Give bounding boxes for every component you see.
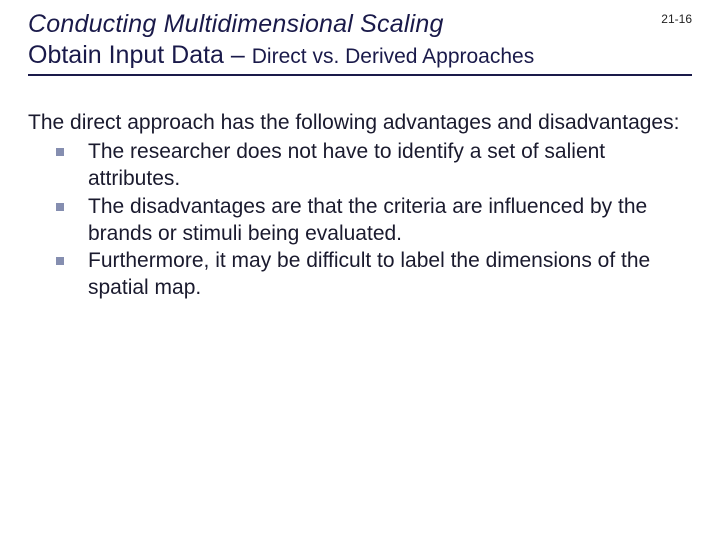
bullet-text: The disadvantages are that the criteria …: [88, 195, 647, 245]
subtitle-lead: Obtain Input Data –: [28, 41, 252, 69]
list-item: The researcher does not have to identify…: [56, 139, 692, 193]
header-row: Conducting Multidimensional Scaling 21-1…: [28, 10, 692, 39]
subtitle-tail: Direct vs. Derived Approaches: [252, 45, 534, 68]
list-item: The disadvantages are that the criteria …: [56, 194, 692, 248]
slide-title: Conducting Multidimensional Scaling: [28, 10, 444, 39]
bullet-list: The researcher does not have to identify…: [28, 139, 692, 302]
bullet-text: Furthermore, it may be difficult to labe…: [88, 249, 650, 299]
page-number: 21-16: [661, 10, 692, 26]
list-item: Furthermore, it may be difficult to labe…: [56, 248, 692, 302]
title-underline: [28, 74, 692, 76]
content-area: The direct approach has the following ad…: [28, 110, 692, 302]
bullet-text: The researcher does not have to identify…: [88, 140, 605, 190]
slide-subtitle: Obtain Input Data – Direct vs. Derived A…: [28, 41, 692, 70]
intro-text: The direct approach has the following ad…: [28, 110, 692, 137]
